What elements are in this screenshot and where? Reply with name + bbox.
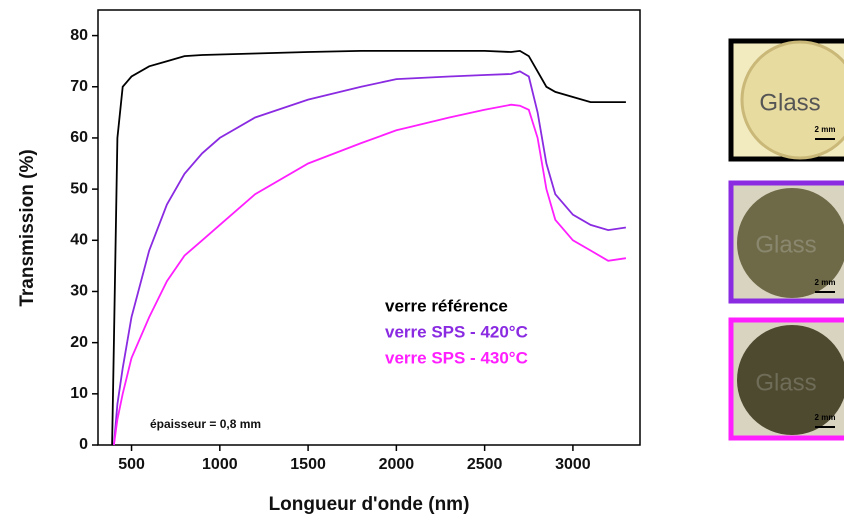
y-tick-label: 20 (70, 334, 88, 351)
photo-panel: Glass 2 mm (728, 317, 844, 441)
legend-entry: verre SPS - 430°C (385, 348, 528, 367)
plot-frame (97, 9, 641, 446)
series-line (113, 70, 627, 446)
x-tick-label: 2500 (467, 456, 503, 473)
x-tick-label: 3000 (555, 456, 591, 473)
scale-label: 2 mm (815, 125, 836, 134)
legend-entry: verre référence (385, 296, 508, 315)
x-tick-label: 500 (118, 456, 145, 473)
photo-label: Glass (755, 369, 816, 396)
x-tick-label: 1000 (202, 456, 238, 473)
y-tick-label: 0 (79, 436, 88, 453)
x-axis-label: Longueur d'onde (nm) (269, 494, 470, 515)
y-tick-label: 10 (70, 385, 88, 402)
glass-disc (737, 325, 844, 435)
y-tick-label: 30 (70, 283, 88, 300)
y-axis-label: Transmission (%) (17, 149, 38, 306)
annotation: épaisseur = 0,8 mm (150, 417, 261, 431)
photo-label: Glass (759, 89, 820, 116)
series-line (113, 103, 627, 446)
y-tick-label: 60 (70, 129, 88, 146)
y-tick-label: 70 (70, 78, 88, 95)
y-tick-label: 40 (70, 232, 88, 249)
y-tick-label: 80 (70, 27, 88, 44)
photo-panel: Glass 2 mm (728, 38, 844, 162)
photo-panel: Glass 2 mm (728, 180, 844, 304)
scale-label: 2 mm (815, 278, 836, 287)
glass-disc (737, 188, 844, 298)
x-tick-label: 2000 (379, 456, 415, 473)
scale-label: 2 mm (815, 413, 836, 422)
legend-entry: verre SPS - 420°C (385, 322, 528, 341)
x-tick-label: 1500 (290, 456, 326, 473)
y-tick-label: 50 (70, 180, 88, 197)
series-line (111, 49, 626, 446)
glass-disc (740, 40, 844, 160)
photo-label: Glass (755, 231, 816, 258)
